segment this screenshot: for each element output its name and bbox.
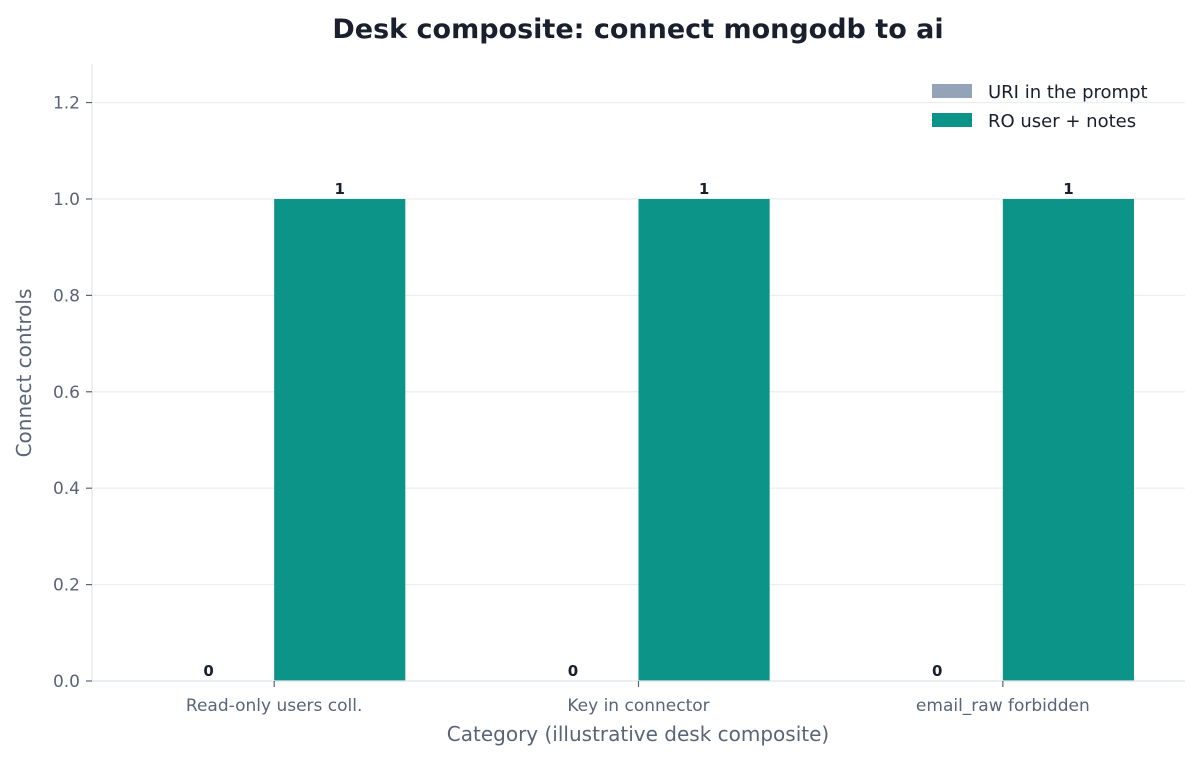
x-tick-label: email_raw forbidden xyxy=(916,696,1090,716)
y-tick-label: 1.2 xyxy=(53,94,80,114)
y-tick-label: 0.6 xyxy=(53,383,80,403)
bar xyxy=(638,198,770,681)
x-tick-label: Key in connector xyxy=(567,696,709,716)
data-labels: 0 1 0 1 0 1 xyxy=(203,180,1073,680)
data-label: 1 xyxy=(335,180,345,198)
legend: URI in the prompt RO user + notes xyxy=(932,82,1148,132)
legend-swatch xyxy=(932,84,972,98)
x-ticks: Read-only users coll. Key in connector ema… xyxy=(186,681,1090,716)
y-tick-label: 0.4 xyxy=(53,479,80,499)
y-tick-label: 0.0 xyxy=(53,672,80,692)
bars xyxy=(274,198,1134,681)
legend-swatch xyxy=(932,113,972,127)
y-tick-label: 0.8 xyxy=(53,286,80,306)
bar xyxy=(274,198,406,681)
data-label: 1 xyxy=(699,180,709,198)
data-label: 0 xyxy=(203,662,213,680)
data-label: 0 xyxy=(568,662,578,680)
data-label: 1 xyxy=(1063,180,1073,198)
x-tick-label: Read-only users coll. xyxy=(186,696,362,716)
y-tick-label: 0.2 xyxy=(53,576,80,596)
legend-label: URI in the prompt xyxy=(988,82,1148,103)
y-tick-label: 1.0 xyxy=(53,190,80,210)
x-axis-label: Category (illustrative desk composite) xyxy=(447,722,829,746)
y-axis-label: Connect controls xyxy=(12,289,36,458)
y-ticks: 0.0 0.2 0.4 0.6 0.8 1.0 1.2 xyxy=(53,94,92,692)
chart-title: Desk composite: connect mongodb to ai xyxy=(332,14,943,45)
legend-label: RO user + notes xyxy=(988,111,1136,132)
bar xyxy=(1002,198,1134,681)
data-label: 0 xyxy=(932,662,942,680)
